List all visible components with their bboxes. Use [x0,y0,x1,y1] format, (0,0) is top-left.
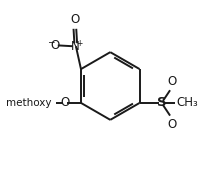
Text: O: O [50,39,59,52]
Text: O: O [60,96,69,109]
Text: methoxy: methoxy [6,98,51,108]
Text: CH₃: CH₃ [177,96,199,109]
Text: −: − [47,37,55,46]
Text: O: O [70,13,80,26]
Text: O: O [167,118,176,131]
Text: N: N [71,40,80,53]
Text: +: + [76,39,83,48]
Text: S: S [157,96,166,109]
Text: O: O [167,75,176,88]
